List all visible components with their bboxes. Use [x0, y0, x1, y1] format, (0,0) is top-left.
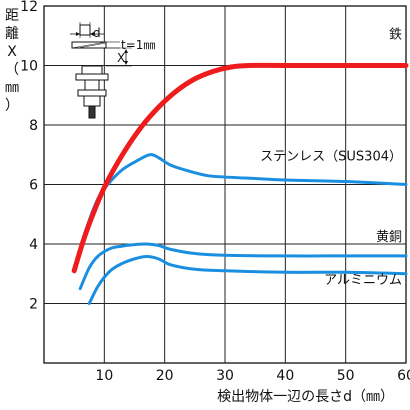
- y-axis-title-char: ㎜: [5, 80, 19, 96]
- x-tick-label: 20: [156, 368, 174, 384]
- thickness-label: t=1㎜: [121, 38, 155, 52]
- series-label: 黄銅: [376, 230, 402, 245]
- target-square-icon: [79, 24, 91, 36]
- x-tick-label: 60: [397, 368, 410, 384]
- y-tick-label: 12: [20, 0, 38, 15]
- x-axis-title: 検出物体一辺の長さd（㎜）: [217, 389, 394, 405]
- y-tick-labels: 2 4 6 8 10 12: [20, 0, 38, 313]
- series-label: ステンレス（SUS304）: [260, 150, 402, 165]
- series-line: [78, 242, 408, 291]
- y-axis-title-char: ）: [5, 98, 19, 114]
- dim-x-label: X: [117, 51, 125, 65]
- y-axis-title-char: 距: [5, 8, 19, 24]
- x-tick-label: 50: [337, 368, 355, 384]
- series-line: [87, 254, 408, 305]
- x-tick-label: 30: [216, 368, 234, 384]
- series-lines: [71, 62, 409, 305]
- x-tick-labels: 10 20 30 40 50 60: [95, 368, 410, 384]
- grid: [44, 6, 406, 363]
- sensor-head-icon: [81, 65, 103, 75]
- y-axis-title: 距離X （ ㎜ ）: [5, 8, 19, 114]
- series-label: 鉄: [389, 28, 402, 43]
- y-tick-label: 10: [20, 59, 38, 75]
- dim-d-label: d: [93, 26, 101, 40]
- x-tick-label: 10: [95, 368, 113, 384]
- x-tick-label: 40: [276, 368, 294, 384]
- y-axis-title-char: 離: [5, 25, 19, 42]
- series-label: アルミニウム: [324, 273, 402, 288]
- y-tick-label: 8: [29, 118, 38, 134]
- y-axis-title-char: X: [7, 44, 17, 60]
- series-line: [71, 62, 409, 274]
- y-axis-title-char: （: [5, 62, 19, 78]
- y-tick-label: 2: [29, 297, 38, 313]
- y-tick-label: 6: [29, 178, 38, 194]
- sensor-diagram: d t=1㎜ X: [70, 22, 155, 119]
- y-tick-label: 4: [29, 237, 38, 253]
